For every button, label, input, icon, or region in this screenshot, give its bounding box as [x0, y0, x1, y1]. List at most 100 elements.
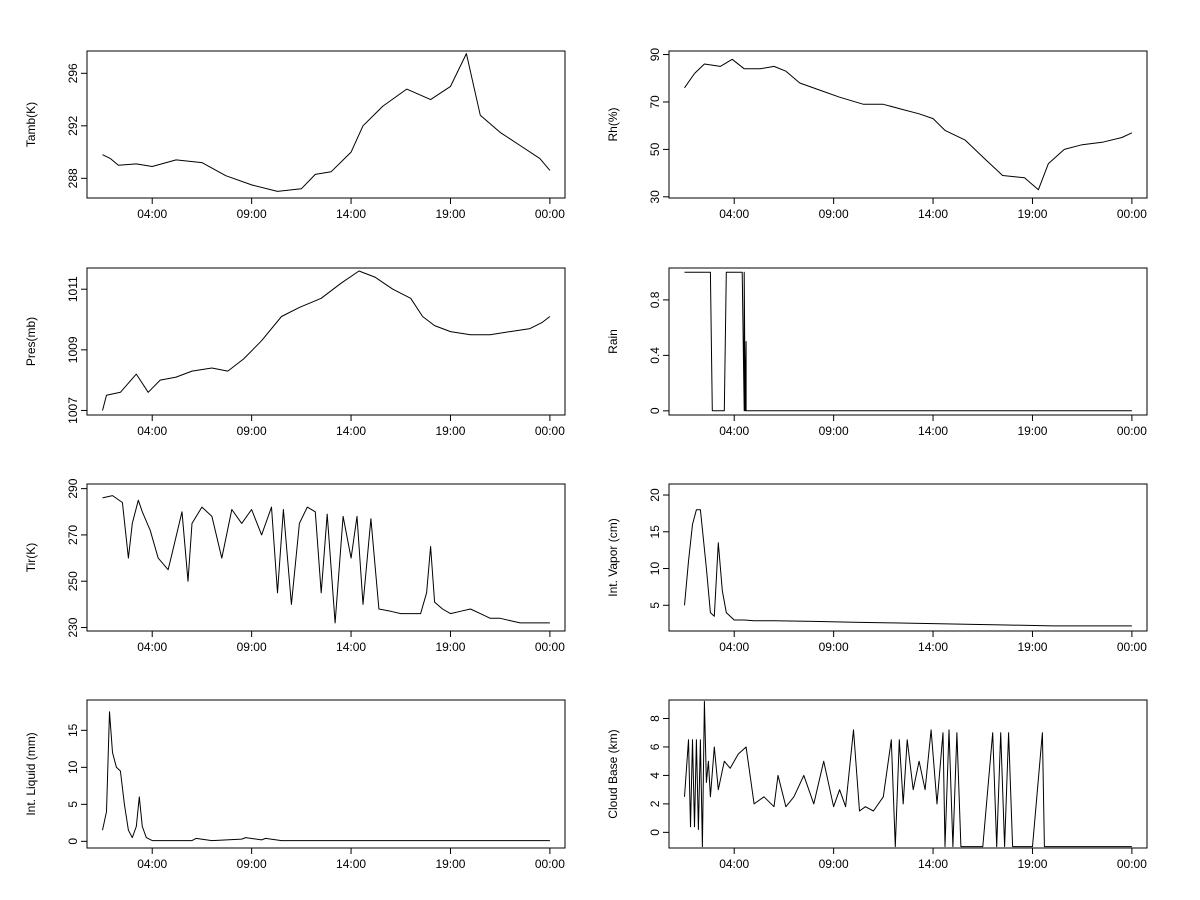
plot-frame: [668, 699, 1148, 849]
series-line: [684, 509, 1132, 627]
x-tick-label: 00:00: [1117, 640, 1147, 654]
y-tick-label: 5: [66, 801, 80, 808]
chart-panel-5: 04:00 09:00 14:00 19:00 00:00 230 250 270 290 Tir…: [24, 478, 566, 654]
x-tick-label: 04:00: [137, 640, 167, 654]
x-tick-label: 14:00: [918, 640, 948, 654]
y-axis-label: Tamb(K): [24, 102, 38, 147]
chart-panel-6: 04:00 09:00 14:00 19:00 00:00 5 10 15 20 Int. Vap…: [606, 483, 1148, 654]
series-line: [102, 270, 551, 411]
chart-panel-7: 04:00 09:00 14:00 19:00 00:00 0 5 10 15 Int. Liqu…: [24, 699, 566, 871]
y-axis-label: Pres(mb): [24, 317, 38, 366]
x-tick-label: 04:00: [719, 424, 749, 438]
y-tick-label: 70: [648, 95, 662, 109]
x-tick-label: 00:00: [535, 640, 565, 654]
x-tick-label: 09:00: [237, 207, 267, 221]
y-tick-label: 0.4: [648, 347, 662, 364]
x-tick-label: 14:00: [918, 424, 948, 438]
x-tick-label: 14:00: [336, 857, 366, 871]
x-tick-label: 04:00: [719, 857, 749, 871]
chart-panel-8: 04:00 09:00 14:00 19:00 00:00 0 2 4 6 8 Cloud Base…: [606, 699, 1148, 871]
plot-frame: [86, 483, 566, 632]
y-tick-label: 6: [648, 743, 662, 750]
x-tick-label: 19:00: [435, 857, 465, 871]
y-tick-label: 0.8: [648, 291, 662, 308]
plot-frame: [668, 267, 1148, 416]
x-tick-label: 00:00: [535, 424, 565, 438]
x-tick-label: 09:00: [819, 424, 849, 438]
chart-panel-4: 04:00 09:00 14:00 19:00 00:00 0 0.4 0.8 Rain: [606, 267, 1148, 438]
x-tick-label: 09:00: [237, 640, 267, 654]
x-tick-label: 14:00: [918, 207, 948, 221]
chart-panel-3: 04:00 09:00 14:00 19:00 00:00 1007 1009 1011 Pre…: [24, 267, 566, 438]
y-axis-label: Tir(K): [24, 543, 38, 573]
plot-frame: [86, 267, 566, 416]
series-line: [102, 495, 550, 624]
y-tick-label: 250: [66, 571, 80, 591]
x-tick-label: 00:00: [1117, 207, 1147, 221]
x-tick-label: 09:00: [819, 207, 849, 221]
x-tick-label: 19:00: [1017, 640, 1047, 654]
chart-panel-1: 04:00 09:00 14:00 19:00 00:00 288 292 296 Tamb(K…: [24, 50, 566, 221]
x-tick-label: 19:00: [1017, 424, 1047, 438]
y-axis-label: Rain: [606, 329, 620, 354]
y-tick-label: 8: [648, 715, 662, 722]
x-tick-label: 00:00: [1117, 424, 1147, 438]
x-tick-label: 09:00: [237, 857, 267, 871]
x-tick-label: 09:00: [237, 424, 267, 438]
x-tick-label: 04:00: [137, 424, 167, 438]
series-line: [102, 53, 551, 192]
x-tick-label: 14:00: [336, 640, 366, 654]
y-tick-label: 1009: [66, 336, 80, 363]
plot-frame: [86, 50, 566, 199]
x-tick-label: 04:00: [137, 857, 167, 871]
series-line: [684, 271, 1132, 412]
y-tick-label: 1007: [66, 397, 80, 424]
y-tick-label: 50: [648, 142, 662, 156]
y-tick-label: 288: [66, 168, 80, 188]
y-tick-label: 1011: [66, 276, 80, 302]
y-axis-label: Int. Liquid (mm): [24, 732, 38, 815]
y-tick-label: 30: [648, 190, 662, 204]
x-tick-label: 19:00: [435, 424, 465, 438]
y-tick-label: 5: [648, 602, 662, 609]
x-tick-label: 04:00: [137, 207, 167, 221]
series-line: [684, 700, 1132, 848]
x-tick-label: 04:00: [719, 640, 749, 654]
y-tick-label: 15: [66, 723, 80, 737]
x-tick-label: 19:00: [1017, 207, 1047, 221]
x-tick-label: 04:00: [719, 207, 749, 221]
y-tick-label: 15: [648, 525, 662, 539]
plot-frame: [86, 699, 566, 849]
y-tick-label: 0: [648, 829, 662, 836]
y-tick-label: 270: [66, 525, 80, 545]
y-tick-label: 20: [648, 488, 662, 502]
series-line: [684, 58, 1133, 191]
x-tick-label: 00:00: [535, 207, 565, 221]
y-tick-label: 290: [66, 478, 80, 498]
y-tick-label: 0: [648, 407, 662, 414]
y-axis-label: Int. Vapor (cm): [606, 518, 620, 596]
y-axis-label: Rh(%): [606, 107, 620, 141]
y-tick-label: 90: [648, 48, 662, 62]
y-axis-label: Cloud Base (km): [606, 729, 620, 818]
x-tick-label: 09:00: [819, 857, 849, 871]
y-tick-label: 230: [66, 617, 80, 637]
series-line: [102, 711, 550, 842]
y-tick-label: 2: [648, 800, 662, 807]
x-tick-label: 19:00: [435, 640, 465, 654]
x-tick-label: 00:00: [1117, 857, 1147, 871]
y-tick-label: 10: [66, 760, 80, 774]
y-tick-label: 296: [66, 63, 80, 83]
x-tick-label: 00:00: [535, 857, 565, 871]
x-tick-label: 14:00: [336, 207, 366, 221]
chart-panel-2: 04:00 09:00 14:00 19:00 00:00 30 50 70 90 Rh(%): [606, 48, 1148, 221]
y-tick-label: 0: [66, 838, 80, 845]
plot-frame: [668, 50, 1148, 199]
x-tick-label: 19:00: [435, 207, 465, 221]
x-tick-label: 14:00: [336, 424, 366, 438]
x-tick-label: 19:00: [1017, 857, 1047, 871]
y-tick-label: 292: [66, 115, 80, 135]
x-tick-label: 09:00: [819, 640, 849, 654]
y-tick-label: 4: [648, 772, 662, 779]
